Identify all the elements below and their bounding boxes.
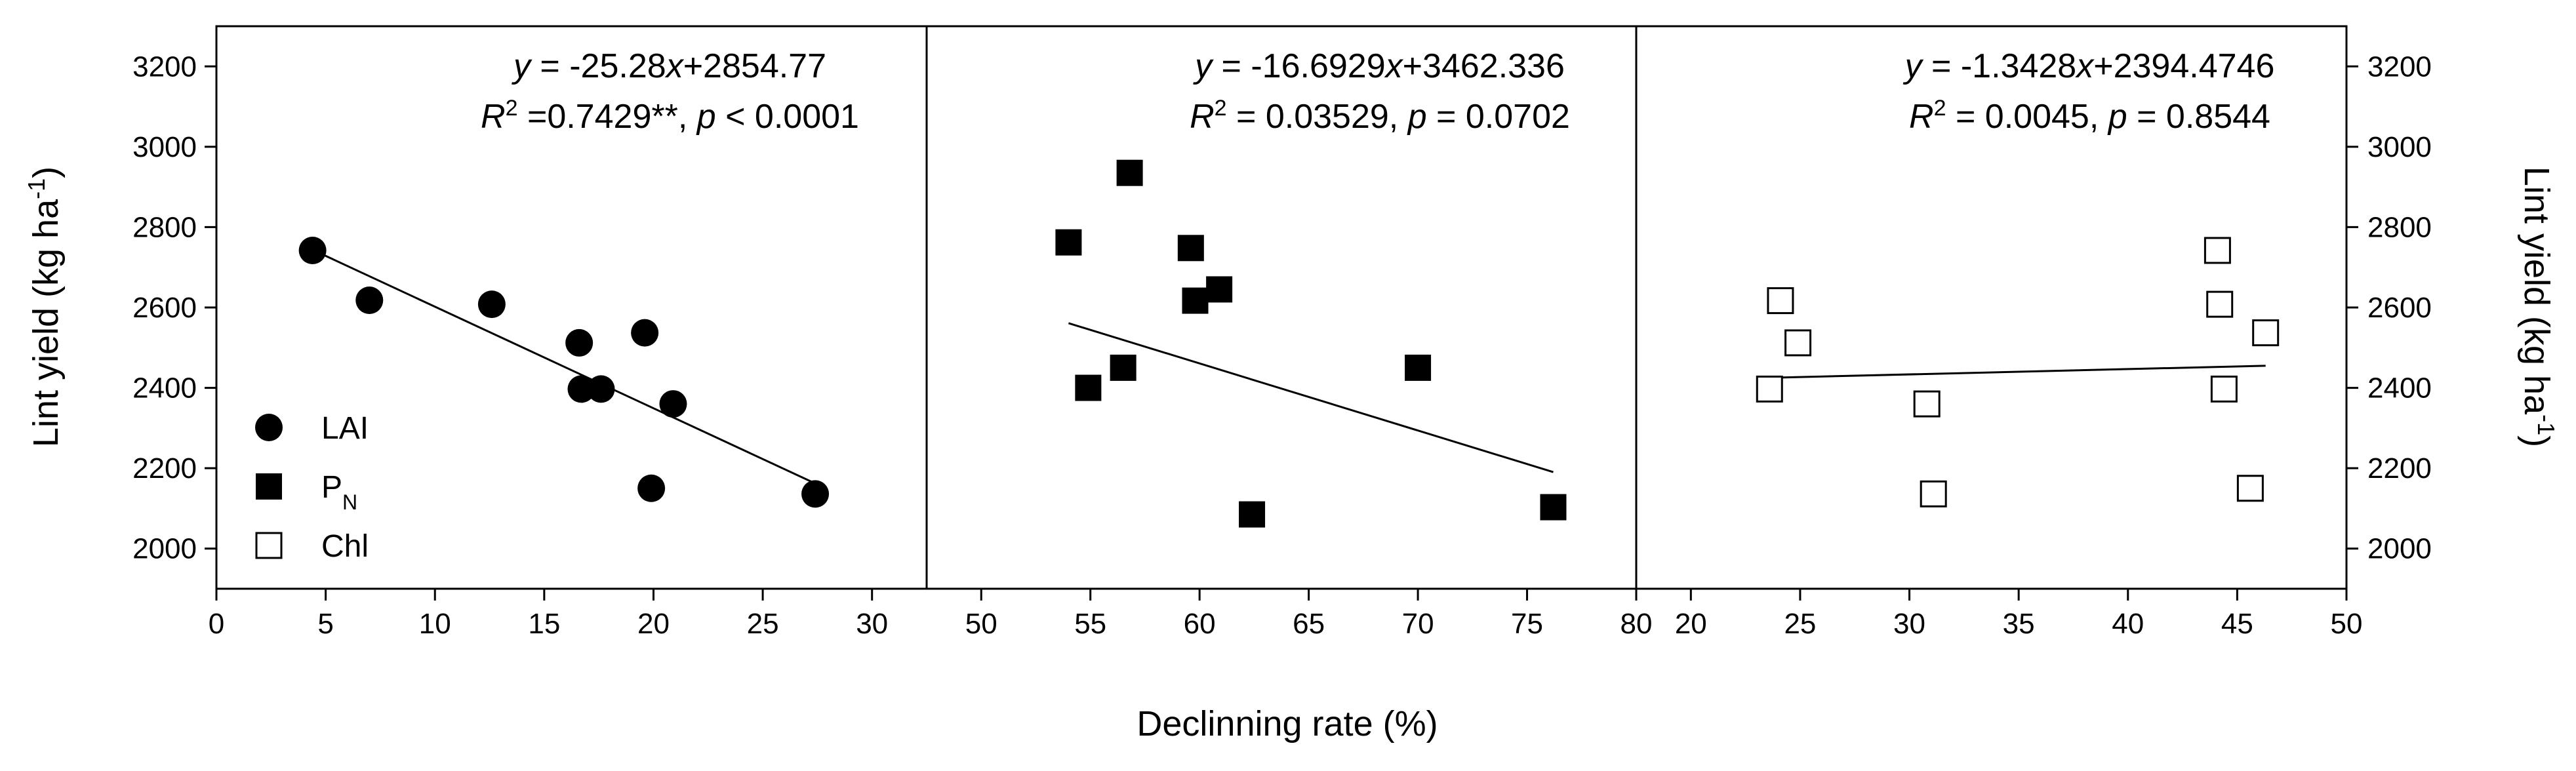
- legend-label: Chl: [321, 529, 369, 564]
- regression-line: [312, 248, 816, 484]
- y-tick-label-right: 3000: [2367, 131, 2432, 163]
- data-point: [1182, 287, 1209, 314]
- x-tick-label: 20: [637, 608, 670, 640]
- regression-line: [1769, 365, 2266, 379]
- y-tick-label-left: 2800: [132, 211, 197, 243]
- x-tick-label: 65: [1293, 608, 1325, 640]
- data-point: [1784, 329, 1812, 357]
- y-axis-title-right: Lint yield (kg ha-1): [2517, 167, 2560, 447]
- data-point: [1239, 501, 1266, 528]
- data-point: [1055, 229, 1082, 256]
- legend-entry: PN: [256, 470, 357, 514]
- data-point: [355, 286, 384, 314]
- data-point: [801, 480, 830, 508]
- x-tick-label: 60: [1184, 608, 1216, 640]
- regression-stats: R2 = 0.03529, p = 0.0702: [1190, 96, 1570, 136]
- regression-equation: y = -1.3428x+2394.4746: [1903, 47, 2275, 85]
- x-tick-label: 75: [1511, 608, 1543, 640]
- y-tick-label-left: 2400: [132, 372, 197, 405]
- x-tick-label: 55: [1074, 608, 1106, 640]
- x-tick-label: 0: [209, 608, 224, 640]
- data-point: [2252, 319, 2280, 347]
- y-axis-title-left: Lint yield (kg ha-1): [23, 167, 66, 447]
- y-tick-label-left: 2200: [132, 452, 197, 484]
- legend-label: PN: [321, 470, 357, 514]
- data-point: [1913, 390, 1941, 418]
- y-tick-label-right: 2600: [2367, 292, 2432, 324]
- data-point: [567, 375, 595, 403]
- x-tick-label: 25: [1784, 608, 1816, 640]
- x-tick-label: 20: [1675, 608, 1707, 640]
- x-tick-label: 25: [747, 608, 779, 640]
- data-point: [637, 474, 666, 502]
- panel-pn: y = -16.6929x+3462.336 R2 = 0.03529, p = …: [1055, 47, 1570, 528]
- regression-equation: y = -25.28x+2854.77: [512, 47, 826, 85]
- panel-lai: y = -25.28x+2854.77 R2 =0.7429**, p < 0.0…: [298, 47, 859, 508]
- legend-marker: [255, 532, 283, 559]
- data-point: [587, 375, 615, 403]
- data-point: [1756, 375, 1783, 403]
- y-tick-label-left: 3200: [132, 50, 197, 83]
- legend-label: LAI: [321, 411, 369, 446]
- x-tick-label: 35: [2003, 608, 2035, 640]
- x-tick-label: 70: [1402, 608, 1434, 640]
- data-point: [2210, 375, 2238, 403]
- x-tick-label: 5: [317, 608, 333, 640]
- regression-line: [1068, 322, 1554, 473]
- x-tick-label: 50: [2331, 608, 2363, 640]
- y-tick-label-right: 2400: [2367, 372, 2432, 405]
- data-point: [477, 290, 506, 319]
- regression-equation: y = -16.6929x+3462.336: [1193, 47, 1565, 85]
- data-point: [1540, 494, 1567, 521]
- legend-entry: LAI: [255, 411, 369, 446]
- y-tick-label-left: 3000: [132, 131, 197, 163]
- data-point: [298, 236, 327, 264]
- regression-stats: R2 = 0.0045, p = 0.8544: [1909, 96, 2270, 136]
- legend-entry: Chl: [255, 529, 369, 564]
- data-point: [2236, 475, 2264, 502]
- x-tick-label: 30: [1893, 608, 1925, 640]
- y-tick-label-left: 2000: [132, 533, 197, 565]
- x-tick-label: 10: [419, 608, 451, 640]
- x-tick-label: 30: [856, 608, 888, 640]
- regression-stats: R2 =0.7429**, p < 0.0001: [481, 96, 859, 136]
- x-tick-label: 80: [1620, 608, 1653, 640]
- legend-marker: [256, 473, 282, 500]
- y-tick-label-right: 2000: [2367, 533, 2432, 565]
- data-point: [659, 390, 687, 418]
- x-tick-label: 45: [2221, 608, 2253, 640]
- data-point: [2204, 237, 2231, 264]
- data-point: [565, 328, 594, 357]
- data-point: [1116, 159, 1143, 186]
- data-point: [1177, 235, 1204, 262]
- data-point: [1767, 287, 1794, 315]
- x-axis-title: Declinning rate (%): [1137, 704, 1438, 743]
- legend-marker: [255, 414, 283, 441]
- y-tick-label-right: 3200: [2367, 50, 2432, 83]
- plot-panels: y = -25.28x+2854.77 R2 =0.7429**, p < 0.0…: [298, 47, 2280, 528]
- data-point: [1206, 276, 1233, 303]
- data-point: [1405, 354, 1432, 381]
- y-tick-label-left: 2600: [132, 292, 197, 324]
- x-tick-label: 40: [2112, 608, 2144, 640]
- x-tick-label: 15: [528, 608, 560, 640]
- x-tick-label: 50: [965, 608, 997, 640]
- data-point: [631, 319, 659, 347]
- data-point: [1920, 480, 1947, 507]
- data-point: [1110, 354, 1137, 381]
- axes: 2000 2000 2200 2200 2400 2400 2600 2600 2800 2800…: [132, 25, 2432, 640]
- legend: LAI PN Chl: [255, 411, 369, 564]
- panel-chl: y = -1.3428x+2394.4746 R2 = 0.0045, p = 0…: [1756, 47, 2280, 507]
- y-tick-label-right: 2200: [2367, 452, 2432, 484]
- data-point: [1075, 374, 1102, 401]
- y-tick-label-right: 2800: [2367, 211, 2432, 243]
- data-point: [2206, 290, 2234, 318]
